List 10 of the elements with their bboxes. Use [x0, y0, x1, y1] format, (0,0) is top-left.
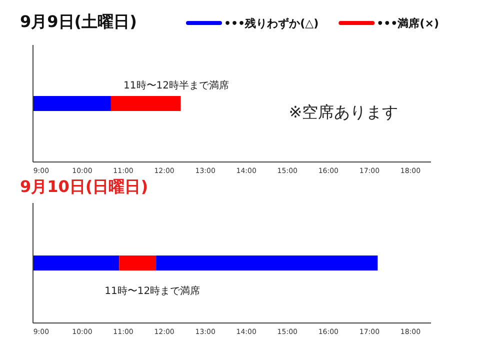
annotation: ※空席あります — [288, 102, 398, 122]
chart-title: 9月10日(日曜日) — [20, 177, 148, 196]
legend-label: •••残りわずか(△) — [224, 17, 319, 30]
annotation: 11時〜12時半まで満席 — [124, 79, 230, 92]
bar — [156, 256, 378, 270]
annotation: 11時〜12時まで満席 — [104, 285, 200, 298]
bar — [33, 256, 120, 270]
bar — [119, 256, 156, 270]
legend-label: •••満席(×) — [376, 17, 439, 30]
chart-title: 9月9日(土曜日) — [20, 12, 137, 31]
